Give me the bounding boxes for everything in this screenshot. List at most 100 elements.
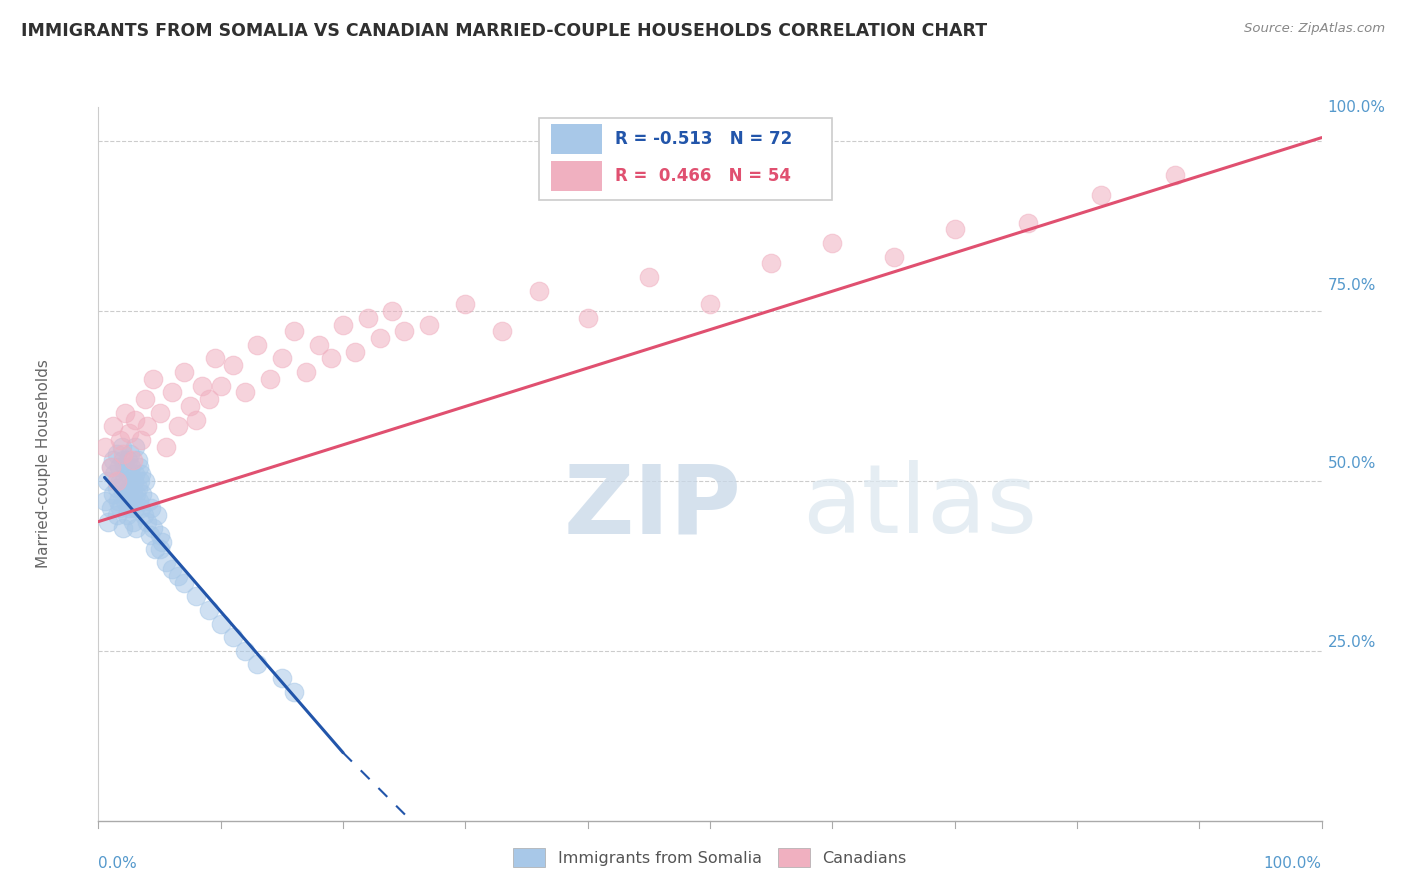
Point [204, 351, 226, 366]
Point [332, 318, 354, 332]
Point [120, 460, 142, 475]
Point [121, 487, 143, 501]
Text: R = -0.513   N = 72: R = -0.513 N = 72 [614, 130, 792, 148]
Point [160, 385, 183, 400]
FancyBboxPatch shape [538, 118, 832, 200]
Point [155, 440, 177, 454]
Point [233, 644, 256, 658]
Point [1164, 168, 1187, 182]
Text: 0.0%: 0.0% [98, 856, 138, 871]
Text: atlas: atlas [801, 460, 1036, 553]
Point [111, 487, 134, 501]
Point [222, 630, 245, 644]
Point [114, 460, 136, 475]
Point [150, 535, 173, 549]
Point [173, 575, 195, 590]
Point [125, 487, 148, 501]
Point [120, 494, 142, 508]
Point [105, 508, 128, 522]
Point [129, 467, 152, 481]
Point [246, 657, 269, 672]
Point [1017, 216, 1039, 230]
Text: 50.0%: 50.0% [1327, 457, 1376, 471]
Point [191, 378, 214, 392]
Point [149, 406, 172, 420]
Point [93, 494, 115, 508]
Point [454, 297, 477, 311]
Point [160, 562, 183, 576]
Point [96, 474, 118, 488]
Point [883, 250, 905, 264]
Point [186, 412, 208, 426]
Point [491, 324, 513, 338]
Text: Source: ZipAtlas.com: Source: ZipAtlas.com [1244, 22, 1385, 36]
Point [131, 487, 153, 501]
Point [129, 474, 152, 488]
Point [134, 392, 156, 407]
Point [246, 338, 269, 352]
Point [142, 521, 165, 535]
FancyBboxPatch shape [551, 161, 602, 191]
Point [115, 508, 138, 522]
Text: 100.0%: 100.0% [1327, 100, 1386, 114]
Point [179, 399, 201, 413]
Point [283, 684, 305, 698]
Point [110, 433, 132, 447]
Point [121, 515, 143, 529]
Point [527, 284, 550, 298]
Point [418, 318, 440, 332]
Point [118, 501, 141, 516]
Point [101, 453, 124, 467]
Point [1090, 188, 1112, 202]
Point [138, 494, 160, 508]
Point [129, 501, 152, 516]
Point [943, 222, 966, 236]
Point [821, 235, 844, 250]
Point [122, 474, 145, 488]
Text: IMMIGRANTS FROM SOMALIA VS CANADIAN MARRIED-COUPLE HOUSEHOLDS CORRELATION CHART: IMMIGRANTS FROM SOMALIA VS CANADIAN MARR… [21, 22, 987, 40]
Point [110, 474, 132, 488]
Point [197, 603, 219, 617]
Point [101, 487, 124, 501]
Point [120, 481, 142, 495]
Text: 25.0%: 25.0% [1327, 635, 1376, 649]
FancyBboxPatch shape [551, 124, 602, 154]
Point [134, 474, 156, 488]
Point [167, 569, 190, 583]
Point [381, 304, 404, 318]
Point [100, 501, 122, 516]
Point [392, 324, 416, 338]
Point [149, 541, 172, 556]
Point [120, 447, 142, 461]
Point [117, 453, 139, 467]
Point [111, 453, 134, 467]
Point [136, 515, 159, 529]
Point [146, 508, 169, 522]
Text: ZIP: ZIP [564, 460, 741, 553]
Point [111, 440, 134, 454]
Point [149, 528, 172, 542]
Legend: Immigrants from Somalia, Canadians: Immigrants from Somalia, Canadians [506, 842, 914, 873]
Point [105, 474, 128, 488]
Point [111, 447, 134, 461]
Point [100, 460, 122, 475]
Point [124, 467, 146, 481]
Point [699, 297, 721, 311]
Point [197, 392, 219, 407]
Point [125, 521, 148, 535]
Point [761, 256, 783, 270]
Point [118, 467, 141, 481]
Point [233, 385, 256, 400]
Point [97, 515, 120, 529]
Point [167, 419, 190, 434]
Point [209, 378, 232, 392]
Point [270, 671, 294, 685]
Point [100, 460, 122, 475]
Text: Married-couple Households: Married-couple Households [37, 359, 51, 568]
Point [111, 521, 134, 535]
Point [139, 501, 162, 516]
Point [136, 419, 159, 434]
Point [124, 412, 146, 426]
Point [105, 481, 128, 495]
Point [637, 269, 661, 284]
